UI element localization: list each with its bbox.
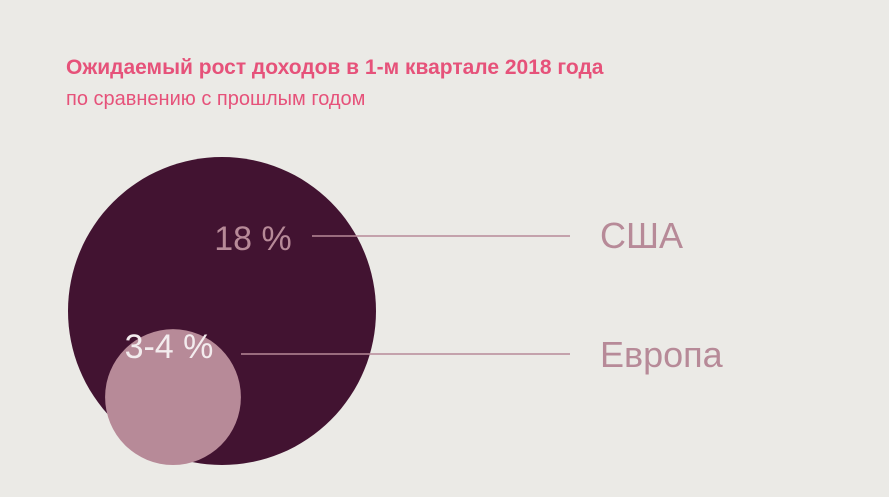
category-label-europe: Европа: [600, 334, 724, 375]
bubble-europe: [105, 329, 241, 465]
category-label-usa: США: [600, 215, 683, 256]
value-label-usa: 18 %: [214, 220, 292, 258]
value-label-europe: 3-4 %: [125, 328, 214, 366]
chart-title: Ожидаемый рост доходов в 1-м квартале 20…: [66, 56, 604, 79]
chart-subtitle: по сравнению с прошлым годом: [66, 88, 366, 110]
